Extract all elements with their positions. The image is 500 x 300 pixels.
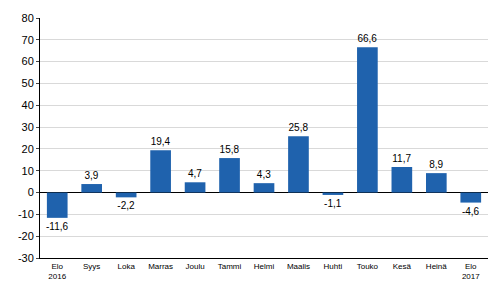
svg-text:25,8: 25,8 — [289, 122, 309, 133]
svg-text:15,8: 15,8 — [220, 144, 240, 155]
svg-text:-4,6: -4,6 — [462, 206, 480, 217]
svg-text:Loka: Loka — [117, 262, 135, 271]
svg-text:Tammi: Tammi — [218, 262, 242, 271]
svg-text:11,7: 11,7 — [392, 153, 411, 164]
svg-text:70: 70 — [22, 34, 34, 46]
svg-text:-10: -10 — [18, 208, 34, 220]
svg-text:Huhti: Huhti — [324, 262, 343, 271]
svg-text:80: 80 — [22, 12, 34, 24]
svg-text:Marras: Marras — [148, 262, 173, 271]
svg-text:0: 0 — [28, 186, 34, 198]
svg-text:Maalis: Maalis — [287, 262, 310, 271]
svg-text:Kesä: Kesä — [393, 262, 412, 271]
svg-text:4,3: 4,3 — [257, 169, 271, 180]
svg-text:60: 60 — [22, 55, 34, 67]
svg-text:10: 10 — [22, 165, 34, 177]
svg-text:50: 50 — [22, 77, 34, 89]
svg-text:Touko: Touko — [357, 262, 379, 271]
svg-text:Helmi: Helmi — [254, 262, 275, 271]
svg-text:19,4: 19,4 — [151, 136, 171, 147]
svg-text:-20: -20 — [18, 230, 34, 242]
svg-text:3,9: 3,9 — [85, 170, 99, 181]
svg-text:8,9: 8,9 — [429, 159, 443, 170]
svg-text:20: 20 — [22, 143, 34, 155]
svg-text:66,6: 66,6 — [357, 33, 377, 44]
svg-text:-1,1: -1,1 — [324, 198, 342, 209]
svg-text:Syys: Syys — [83, 262, 100, 271]
svg-text:Elo2016: Elo2016 — [48, 262, 66, 281]
svg-text:Elo2017: Elo2017 — [462, 262, 480, 281]
svg-text:-2,2: -2,2 — [117, 200, 135, 211]
svg-text:Joulu: Joulu — [186, 262, 205, 271]
svg-text:40: 40 — [22, 99, 34, 111]
svg-text:4,7: 4,7 — [188, 168, 202, 179]
svg-text:30: 30 — [22, 121, 34, 133]
svg-text:-30: -30 — [18, 252, 34, 264]
svg-text:-11,6: -11,6 — [46, 221, 68, 232]
svg-text:Heinä: Heinä — [426, 262, 447, 271]
